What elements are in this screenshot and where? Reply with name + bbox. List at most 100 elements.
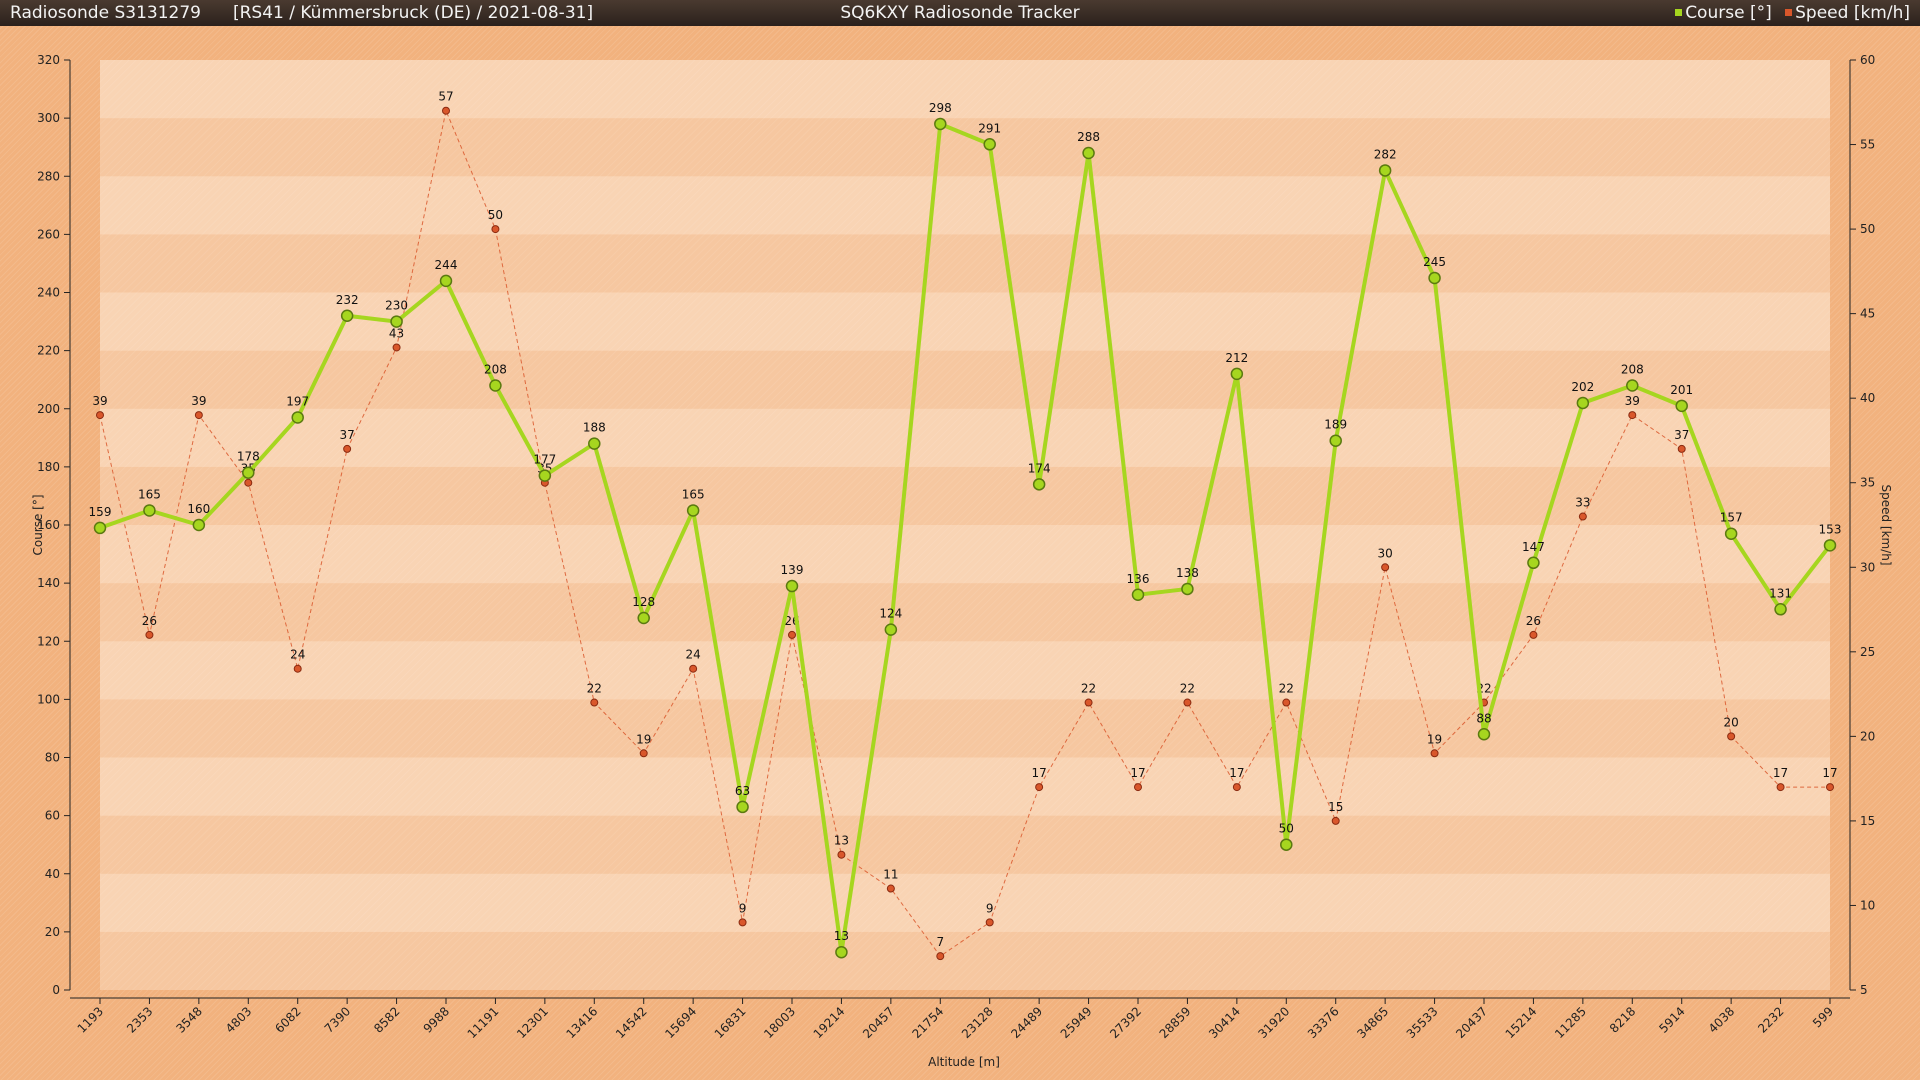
course-point [1428, 271, 1441, 285]
x-tick-label: 15214 [1503, 1004, 1540, 1041]
legend-course: Course [°] [1675, 3, 1772, 23]
speed-data-label: 17 [1822, 766, 1837, 780]
y-tick-label: 300 [37, 111, 60, 125]
speed-data-label: 39 [92, 394, 107, 408]
x-tick-label: 3548 [173, 1004, 204, 1035]
course-data-label: 174 [1028, 461, 1051, 475]
plot-hatch [100, 60, 1830, 990]
speed-data-label: 26 [1526, 614, 1541, 628]
course-point [390, 315, 403, 328]
course-point [1823, 539, 1837, 552]
course-data-label: 159 [89, 505, 112, 519]
x-tick-label: 1193 [75, 1004, 106, 1035]
course-point [884, 623, 898, 636]
speed-data-label: 22 [1279, 682, 1294, 696]
legend-speed: Speed [km/h] [1785, 3, 1910, 23]
course-data-label: 208 [484, 363, 507, 377]
y2-tick-label: 5 [1860, 983, 1868, 997]
speed-data-label: 24 [686, 648, 701, 662]
course-point [1329, 434, 1342, 447]
y-tick-label: 280 [37, 169, 60, 183]
speed-point [1628, 411, 1637, 420]
title-bar: Radiosonde S3131279 [RS41 / Kümmersbruck … [0, 0, 1920, 26]
speed-point [1084, 698, 1093, 707]
x-tick-label: 7390 [322, 1004, 353, 1035]
course-point [686, 504, 700, 517]
y-tick-label: 200 [37, 402, 60, 416]
y2-axis-label: Speed [km/h] [1879, 484, 1893, 565]
x-tick-label: 24489 [1008, 1004, 1045, 1041]
x-tick-label: 21754 [910, 1004, 947, 1041]
x-tick-label: 2353 [124, 1004, 155, 1035]
course-data-label: 202 [1571, 380, 1594, 394]
chart-legend: Course [°] Speed [km/h] [1667, 0, 1910, 26]
speed-point [936, 952, 945, 961]
course-data-label: 291 [978, 121, 1001, 135]
course-point [835, 945, 848, 959]
speed-point [1677, 444, 1686, 453]
y2-tick-label: 50 [1860, 222, 1875, 236]
speed-data-label: 33 [1575, 496, 1590, 510]
course-point [785, 579, 799, 593]
course-data-label: 244 [435, 258, 458, 272]
course-data-label: 245 [1423, 255, 1446, 269]
y2-tick-label: 25 [1860, 645, 1875, 659]
x-tick-label: 12301 [514, 1004, 551, 1041]
speed-data-label: 17 [1032, 766, 1047, 780]
x-tick-label: 34865 [1354, 1004, 1391, 1041]
speed-data-label: 19 [636, 732, 651, 746]
speed-data-label: 50 [488, 208, 503, 222]
course-point [291, 411, 304, 424]
x-tick-label: 15694 [662, 1004, 699, 1041]
y-tick-label: 0 [52, 983, 60, 997]
y-tick-label: 240 [37, 286, 60, 300]
course-point [1576, 396, 1590, 410]
x-tick-label: 20437 [1453, 1004, 1490, 1041]
speed-point [1727, 732, 1736, 741]
speed-point [1035, 783, 1044, 792]
speed-data-label: 24 [290, 648, 305, 662]
speed-point [244, 478, 253, 487]
speed-data-label: 20 [1724, 715, 1739, 729]
speed-point [145, 630, 154, 639]
speed-data-label: 22 [1081, 682, 1096, 696]
y-tick-label: 60 [45, 809, 60, 823]
speed-point [442, 106, 450, 115]
course-point [1131, 588, 1145, 601]
speed-data-label: 22 [587, 682, 602, 696]
speed-data-label: 37 [340, 428, 355, 442]
course-speed-chart: 0 20 40 60 80 100 120 140 160 180 200 220 240 260 280 3… [31, 53, 1893, 1069]
speed-data-label: 15 [1328, 800, 1343, 814]
speed-data-label: 7 [936, 935, 944, 949]
y-tick-label: 260 [37, 227, 60, 241]
legend-speed-label: Speed [km/h] [1795, 3, 1910, 23]
speed-point [738, 918, 747, 927]
course-data-label: 131 [1769, 586, 1792, 600]
course-data-label: 153 [1819, 522, 1842, 536]
course-point [1280, 838, 1293, 851]
y2-tick-label: 45 [1860, 307, 1875, 321]
speed-data-label: 9 [986, 901, 994, 915]
x-tick-label: 8582 [371, 1004, 402, 1035]
x-tick-label: 28859 [1157, 1004, 1194, 1041]
speed-data-label: 39 [191, 394, 206, 408]
speed-data-label: 26 [142, 614, 157, 628]
x-tick-label: 6082 [272, 1004, 303, 1035]
course-data-label: 178 [237, 450, 260, 464]
y-tick-label: 180 [37, 460, 60, 474]
speed-data-label: 17 [1130, 766, 1145, 780]
course-point [983, 138, 996, 151]
x-tick-label: 35533 [1404, 1004, 1441, 1041]
x-tick-label: 25949 [1058, 1004, 1095, 1041]
speed-point [788, 630, 796, 639]
course-point [439, 274, 453, 288]
y-tick-label: 80 [45, 751, 60, 765]
course-point [93, 521, 107, 535]
speed-data-label: 57 [438, 90, 453, 104]
y2-tick-label: 40 [1860, 391, 1875, 405]
y2-tick-label: 10 [1860, 898, 1875, 912]
course-data-label: 165 [682, 487, 705, 501]
course-data-label: 230 [385, 299, 408, 313]
y-tick-label: 220 [37, 344, 60, 358]
x-tick-label: 13416 [564, 1004, 601, 1041]
